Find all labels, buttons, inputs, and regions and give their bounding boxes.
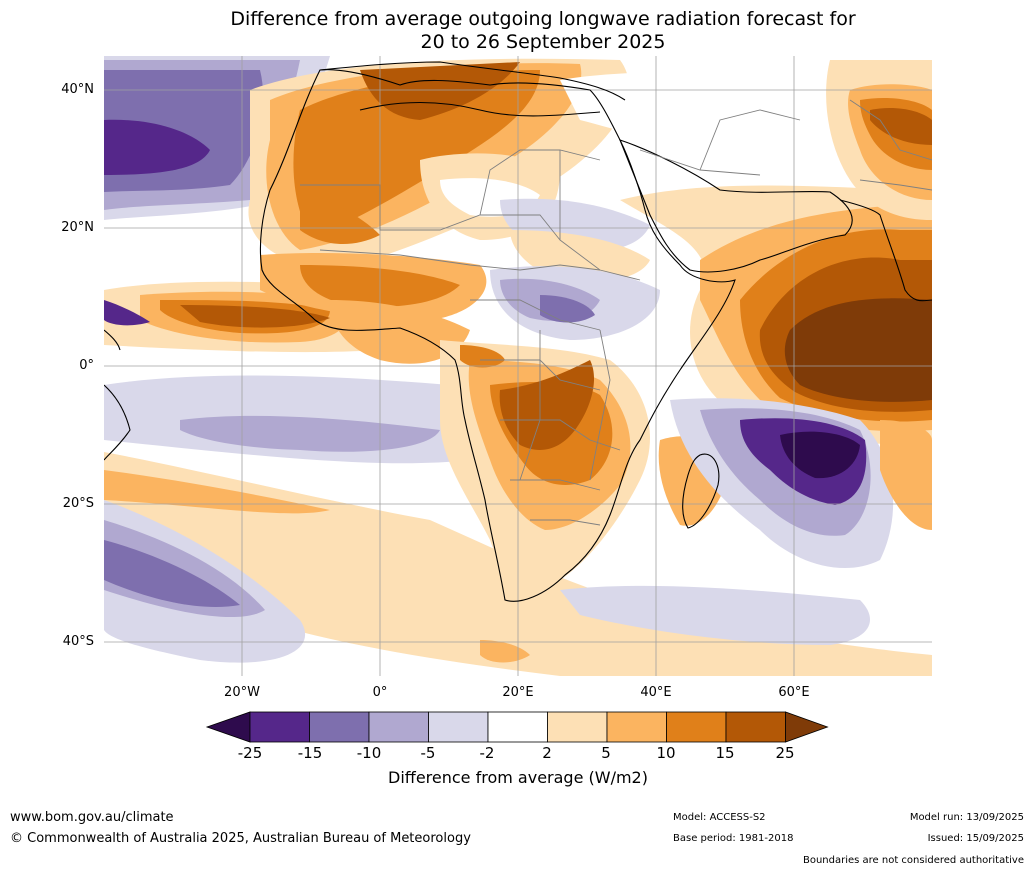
lat-label-20n: 20°N	[61, 220, 94, 235]
model-run-date: Model run: 13/09/2025	[909, 812, 1024, 823]
colorbar-tick: 15	[715, 744, 735, 762]
colorbar-segment	[606, 711, 667, 743]
lon-label-0: 0°	[372, 685, 388, 700]
colorbar-segment	[249, 711, 310, 743]
colorbar-segment	[368, 711, 429, 743]
model-name: Model: ACCESS-S2	[673, 812, 766, 823]
lon-label-20e: 20°E	[502, 685, 534, 700]
colorbar	[205, 711, 829, 743]
lat-label-20s: 20°S	[62, 496, 94, 511]
colorbar-tick: 25	[775, 744, 795, 762]
colorbar-segment	[725, 711, 786, 743]
colorbar-extend-low	[205, 711, 251, 743]
issued-date: Issued: 15/09/2025	[927, 833, 1024, 844]
graticule	[104, 56, 932, 676]
colorbar-tick: 5	[601, 744, 611, 762]
colorbar-label: Difference from average (W/m2)	[388, 768, 648, 787]
colorbar-tick: -5	[420, 744, 436, 762]
colorbar-tick: -25	[237, 744, 263, 762]
colorbar-tick: 10	[656, 744, 676, 762]
colorbar-segment	[666, 711, 727, 743]
colorbar-segment	[547, 711, 608, 743]
lat-label-40n: 40°N	[61, 82, 94, 97]
colorbar-tick: -10	[356, 744, 382, 762]
lon-label-20w: 20°W	[224, 685, 260, 700]
colorbar-tick: -2	[479, 744, 495, 762]
boundaries-disclaimer: Boundaries are not considered authoritat…	[802, 855, 1024, 866]
lat-label-equator: 0°	[79, 358, 94, 373]
map-title: Difference from average outgoing longwav…	[0, 8, 1035, 54]
colorbar-tick: 2	[542, 744, 552, 762]
colorbar-tick: -15	[297, 744, 323, 762]
colorbar-segment	[487, 711, 548, 743]
title-line-2: 20 to 26 September 2025	[420, 31, 666, 53]
title-line-1: Difference from average outgoing longwav…	[230, 8, 856, 30]
copyright-text: © Commonwealth of Australia 2025, Austra…	[10, 831, 471, 846]
coastlines	[104, 61, 932, 602]
base-period: Base period: 1981-2018	[673, 833, 794, 844]
website-link[interactable]: www.bom.gov.au/climate	[10, 810, 174, 825]
lon-label-60e: 60°E	[778, 685, 810, 700]
colorbar-segment	[309, 711, 370, 743]
colorbar-segment	[428, 711, 489, 743]
lat-label-40s: 40°S	[62, 634, 94, 649]
colorbar-extend-high	[785, 711, 829, 743]
lon-label-40e: 40°E	[640, 685, 672, 700]
country-borders	[300, 99, 932, 526]
